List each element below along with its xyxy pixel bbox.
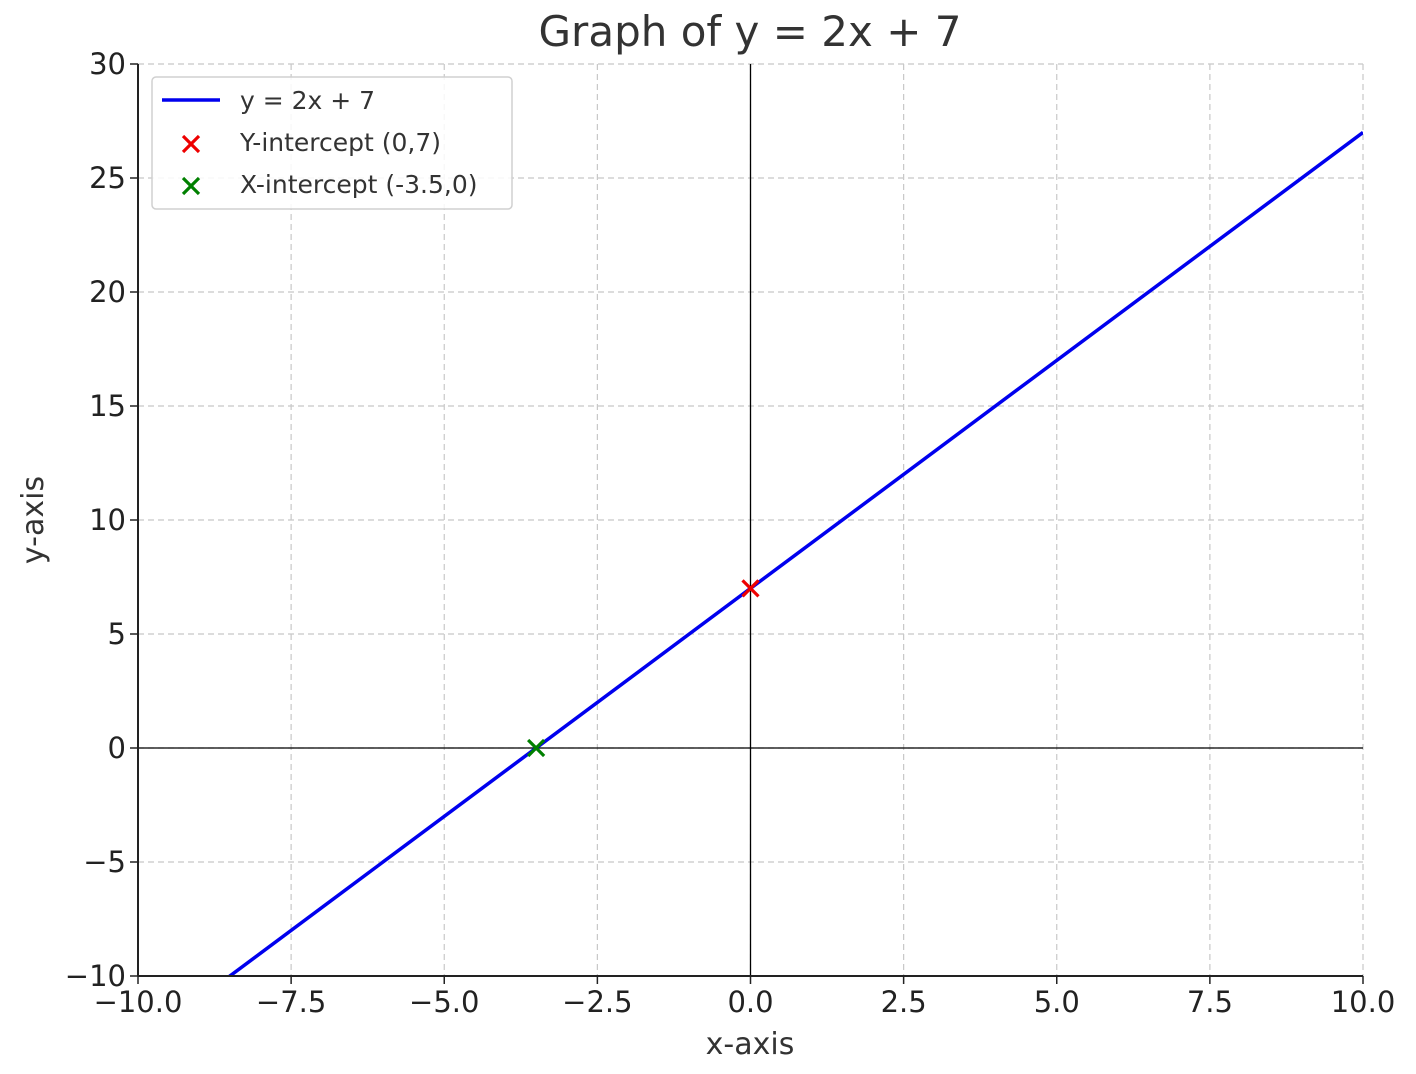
chart-title: Graph of y = 2x + 7 [539,7,962,56]
legend-item: y = 2x + 7 [162,86,375,115]
intercept-marker [526,738,546,758]
legend-items: y = 2x + 7 Y-intercept (0,7) X-intercept (… [162,86,478,199]
x-tick-label: −7.5 [256,985,326,1019]
y-tick-label: −10 [65,959,126,993]
y-tick-label: 20 [89,275,126,309]
legend-label: Y-intercept (0,7) [239,128,441,157]
legend-marker-swatch [181,176,201,196]
y-tick-label: 15 [89,389,126,423]
y-tick-label: 0 [108,731,126,765]
intercept-marker [741,579,760,598]
ticks: −10.0 −7.5 −5.0 −2.5 0.0 2.5 5.0 7.5 10.0 −10 −5 0 5… [65,47,1395,1019]
series-layer [226,130,1363,976]
x-tick-label: 5.0 [1034,985,1080,1019]
legend-frame [151,76,513,210]
zero-lines [138,64,1363,976]
legend: y = 2x + 7 Y-intercept (0,7) X-intercept (… [151,76,513,210]
y-axis-label: y-axis [16,476,51,564]
x-tick-label: 2.5 [881,985,927,1019]
legend-item: X-intercept (-3.5,0) [181,170,478,199]
x-tick-label: −10.0 [94,985,183,1019]
y-tick-label: 30 [89,47,126,81]
legend-item: Y-intercept (0,7) [181,128,441,157]
legend-label: y = 2x + 7 [240,86,375,115]
y-tick-label: −5 [83,845,126,879]
x-tick-label: −5.0 [409,985,479,1019]
legend-label: X-intercept (-3.5,0) [240,170,478,199]
x-axis-label: x-axis [706,1027,795,1062]
legend-marker-swatch [181,134,201,154]
x-tick-label: 10.0 [1331,985,1396,1019]
x-tick-label: 7.5 [1187,985,1233,1019]
y-tick-label: 5 [108,617,126,651]
x-tick-label: 0.0 [727,985,773,1019]
x-tick-label: −2.5 [562,985,632,1019]
y-tick-label: 25 [89,161,126,195]
y-tick-label: 10 [89,503,126,537]
